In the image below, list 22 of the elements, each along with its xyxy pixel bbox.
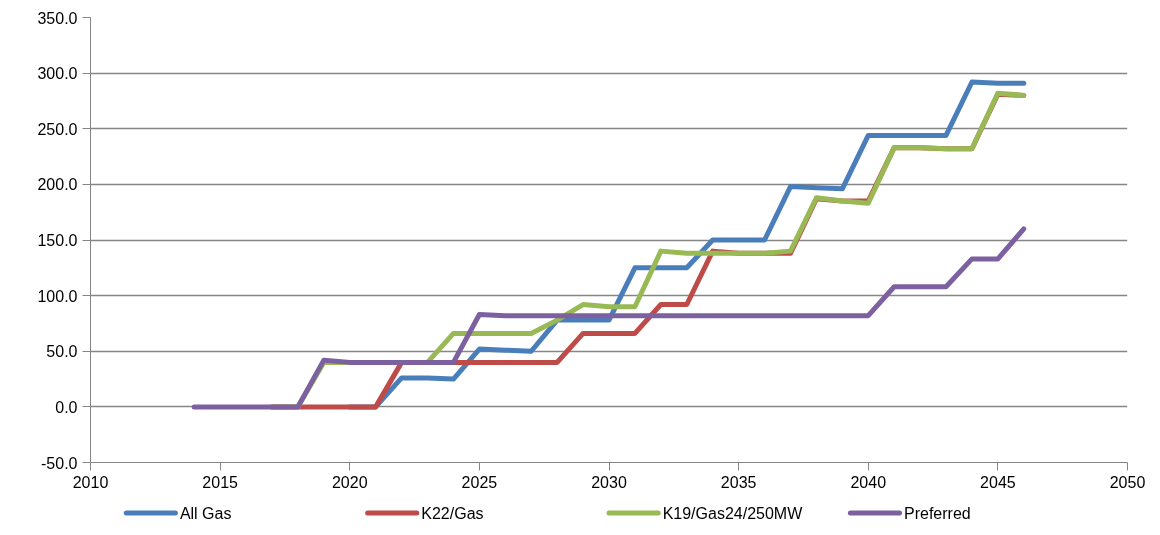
y-tick-label: 50.0 [46,343,78,361]
x-tick-label: 2015 [202,473,239,491]
legend-label: All Gas [179,504,232,522]
y-tick-label: 300.0 [37,65,78,83]
x-tick-label: 2050 [1109,473,1146,491]
y-tick-label: 0.0 [55,398,78,416]
y-tick-label: 350.0 [37,9,78,27]
y-tick-label: -50.0 [41,454,78,472]
x-tick-label: 2030 [591,473,627,491]
legend-label: K22/Gas [421,504,484,522]
x-tick-label: 2035 [720,473,757,491]
x-tick-label: 2045 [980,473,1016,491]
y-tick-label: 250.0 [37,120,78,138]
y-tick-label: 150.0 [37,232,78,249]
legend-label: K19/Gas24/250MW [662,504,804,522]
x-tick-label: 2020 [331,473,368,491]
x-tick-label: 2025 [461,473,498,491]
x-tick-label: 2040 [850,473,887,491]
y-tick-label: 100.0 [37,287,78,305]
legend-label: Preferred [904,504,971,522]
x-tick-label: 2010 [72,473,109,491]
y-tick-label: 200.0 [37,176,78,194]
